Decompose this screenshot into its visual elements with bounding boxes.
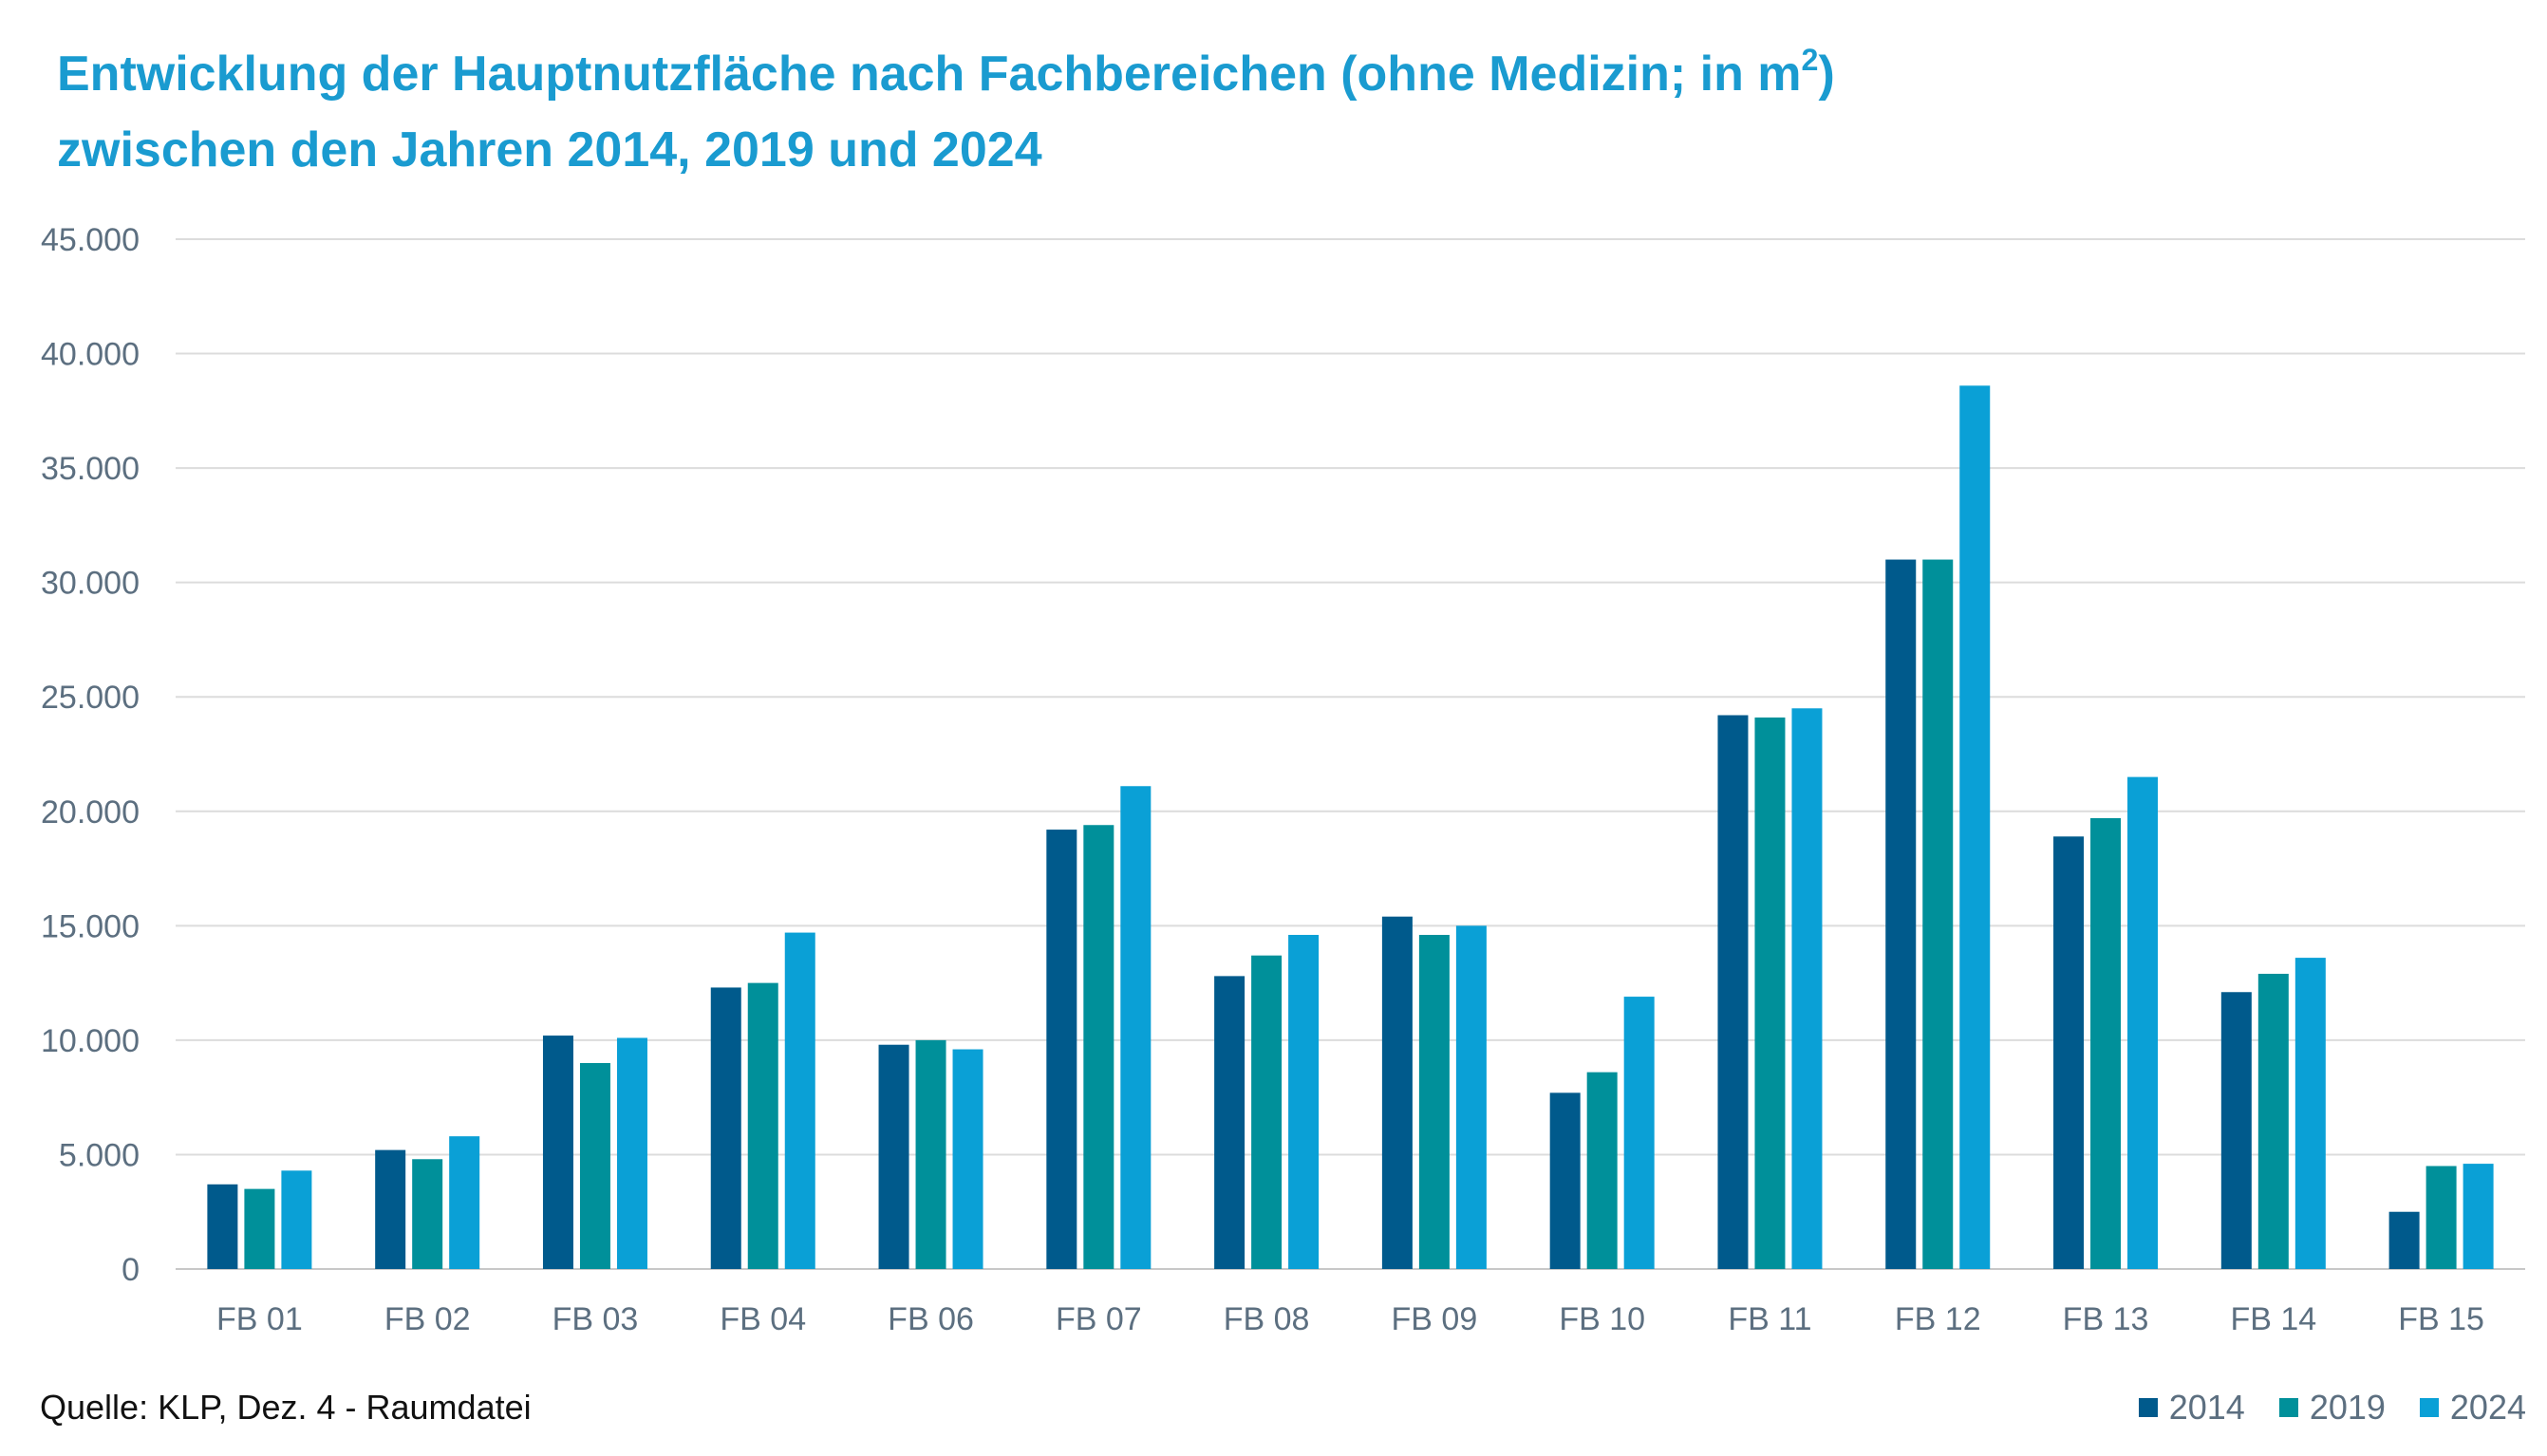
y-tick-label: 15.000 [41, 908, 140, 944]
x-tick-label: FB 15 [2398, 1301, 2484, 1337]
bar-2019-fb08 [1251, 955, 1283, 1269]
bar-2019-fb06 [915, 1039, 946, 1269]
y-tick-label: 45.000 [41, 222, 140, 258]
bars [207, 385, 2494, 1269]
x-tick-label: FB 09 [1392, 1301, 1478, 1337]
chart-title: Entwicklung der Hauptnutzfläche nach Fac… [57, 36, 1835, 188]
legend-swatch [2419, 1398, 2439, 1417]
bar-2024-fb06 [952, 1049, 983, 1269]
bar-2024-fb08 [1288, 934, 1320, 1269]
legend-swatch [2138, 1398, 2158, 1417]
y-tick-label: 5.000 [59, 1137, 140, 1173]
bar-2014-fb03 [542, 1036, 573, 1269]
bar-2024-fb07 [1120, 786, 1152, 1269]
bar-2014-fb08 [1214, 976, 1245, 1269]
bar-2024-fb03 [616, 1037, 647, 1269]
legend: 2014 2019 2024 [2138, 1388, 2526, 1428]
x-tick-label: FB 13 [2063, 1301, 2149, 1337]
bar-2019-fb03 [579, 1063, 610, 1269]
legend-item-2014: 2014 [2138, 1388, 2245, 1428]
x-tick-label: FB 02 [384, 1301, 471, 1337]
y-axis-tick-labels: 0 5.000 10.000 15.000 20.000 25.000 30.000 35.0… [41, 222, 140, 1288]
bar-2014-fb11 [1717, 715, 1749, 1269]
bar-2024-fb12 [1959, 385, 1991, 1269]
y-tick-label: 0 [122, 1252, 140, 1288]
y-tick-label: 35.000 [41, 451, 140, 487]
bar-2019-fb01 [244, 1188, 275, 1269]
bar-2019-fb10 [1586, 1072, 1618, 1269]
legend-item-2024: 2024 [2419, 1388, 2526, 1428]
x-tick-label: FB 01 [216, 1301, 303, 1337]
bar-2019-fb14 [2257, 973, 2289, 1269]
bar-2014-fb13 [2053, 836, 2085, 1269]
x-tick-label: FB 08 [1224, 1301, 1310, 1337]
y-tick-label: 25.000 [41, 680, 140, 716]
bar-2019-fb04 [747, 982, 778, 1269]
chart-title-line-1: Entwicklung der Hauptnutzfläche nach Fac… [57, 36, 1835, 112]
bar-2019-fb09 [1418, 934, 1450, 1269]
y-tick-label: 40.000 [41, 337, 140, 373]
y-tick-label: 20.000 [41, 794, 140, 831]
gridlines [176, 238, 2525, 1270]
bar-2014-fb01 [207, 1184, 238, 1269]
chart-title-line-1-text: Entwicklung der Hauptnutzfläche nach Fac… [57, 47, 1802, 102]
x-tick-label: FB 04 [720, 1301, 806, 1337]
y-tick-label: 10.000 [41, 1023, 140, 1059]
bar-2019-fb13 [2090, 818, 2122, 1269]
bar-2014-fb06 [878, 1044, 909, 1269]
bar-2014-fb07 [1046, 830, 1077, 1269]
bar-2014-fb09 [1381, 916, 1413, 1269]
chart-title-superscript: 2 [1801, 43, 1819, 78]
bar-2024-fb15 [2463, 1164, 2494, 1269]
chart-title-line-2: zwischen den Jahren 2014, 2019 und 2024 [57, 122, 1042, 177]
bar-2024-fb13 [2127, 776, 2159, 1269]
legend-label: 2019 [2309, 1388, 2386, 1427]
bar-2014-fb12 [1885, 559, 1917, 1269]
bar-2014-fb10 [1549, 1092, 1581, 1269]
bar-2019-fb12 [1922, 559, 1954, 1269]
bar-2014-fb02 [375, 1149, 406, 1269]
bar-2024-fb01 [281, 1170, 312, 1269]
bar-2024-fb14 [2294, 958, 2326, 1269]
bar-2014-fb15 [2388, 1211, 2420, 1269]
bar-2024-fb11 [1791, 708, 1823, 1269]
bar-2014-fb14 [2220, 992, 2252, 1269]
x-tick-label: FB 06 [888, 1301, 974, 1337]
y-tick-label: 30.000 [41, 566, 140, 602]
legend-label: 2014 [2168, 1388, 2245, 1427]
legend-item-2019: 2019 [2278, 1388, 2386, 1428]
bar-2019-fb11 [1754, 717, 1786, 1269]
bar-2014-fb04 [710, 987, 741, 1269]
x-tick-label: FB 14 [2230, 1301, 2316, 1337]
legend-swatch [2278, 1398, 2298, 1417]
chart-title-line-1-suffix: ) [1818, 47, 1835, 102]
bar-2019-fb15 [2425, 1166, 2457, 1269]
x-axis-tick-labels: FB 01 FB 02 FB 03 FB 04 FB 06 FB 07 FB 08 FB 09… [216, 1301, 2484, 1337]
x-tick-label: FB 12 [1895, 1301, 1981, 1337]
x-tick-label: FB 03 [552, 1301, 639, 1337]
bar-2019-fb02 [412, 1159, 443, 1269]
bar-2024-fb09 [1455, 925, 1487, 1269]
bar-2019-fb07 [1083, 825, 1114, 1269]
bar-2024-fb10 [1623, 997, 1655, 1269]
x-tick-label: FB 10 [1559, 1301, 1645, 1337]
bar-2024-fb04 [784, 932, 815, 1269]
x-tick-label: FB 11 [1728, 1301, 1811, 1337]
source-note: Quelle: KLP, Dez. 4 - Raumdatei [40, 1388, 532, 1427]
bar-2024-fb02 [449, 1136, 480, 1269]
legend-label: 2024 [2449, 1388, 2526, 1427]
x-tick-label: FB 07 [1056, 1301, 1142, 1337]
